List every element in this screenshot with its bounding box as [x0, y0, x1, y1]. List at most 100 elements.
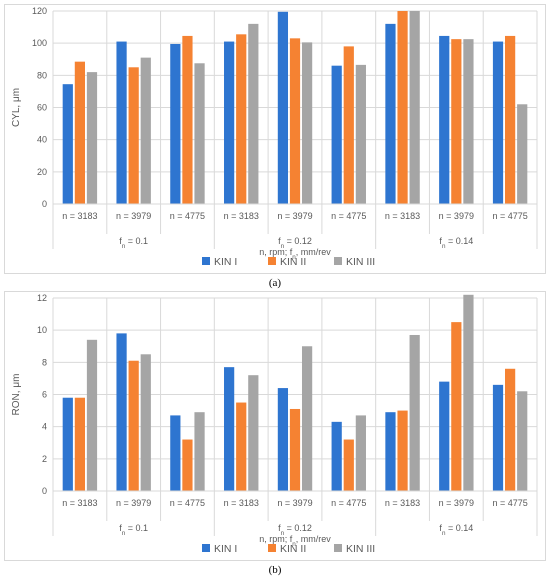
bar-kin-iii: [140, 57, 151, 205]
x-category-label: n = 3183: [224, 498, 259, 508]
x-category-label: n = 4775: [170, 498, 205, 508]
x-category-label: n = 3183: [224, 211, 259, 221]
bar-kin-iii: [517, 391, 528, 491]
bar-kin-ii: [343, 439, 354, 491]
x-group-label: fn = 0.14: [439, 236, 473, 250]
bar-kin-i: [331, 421, 342, 491]
bar-kin-iii: [86, 339, 98, 491]
bar-kin-ii: [74, 61, 85, 204]
bar-kin-iii: [355, 415, 366, 491]
bar-kin-iii: [517, 104, 528, 204]
bar-kin-iii: [86, 72, 98, 204]
legend-label: KIN III: [346, 256, 375, 268]
x-category-label: n = 3183: [385, 211, 420, 221]
bar-kin-i: [385, 412, 396, 491]
bar-kin-i: [170, 415, 181, 491]
x-category-label: n = 4775: [331, 498, 366, 508]
bar-kin-ii: [236, 34, 247, 204]
bar-kin-i: [277, 11, 289, 204]
y-axis-title: RON, μm: [11, 374, 22, 416]
x-category-label: n = 3979: [277, 211, 312, 221]
bar-kin-iii: [194, 412, 205, 491]
y-tick-label: 4: [42, 422, 47, 432]
x-category-label: n = 4775: [492, 211, 527, 221]
x-category-label: n = 3979: [277, 498, 312, 508]
bar-kin-ii: [289, 38, 301, 204]
y-tick-label: 40: [37, 135, 47, 145]
bar-kin-i: [116, 333, 127, 491]
bar-kin-ii: [236, 402, 247, 491]
x-category-label: n = 3979: [439, 498, 474, 508]
x-category-label: n = 3183: [62, 498, 97, 508]
bar-kin-ii: [451, 39, 462, 205]
bar-kin-i: [492, 384, 504, 491]
chart-panel-b: 0 2 4 6 8 10 12 n = 3183 n = 3979 n = 4775 n = 318…: [4, 291, 546, 561]
legend-swatch-kin-i: [202, 257, 210, 265]
bar-kin-ii: [397, 11, 408, 204]
legend-swatch-kin-ii: [268, 544, 276, 552]
x-group-label: fn = 0.14: [439, 523, 473, 537]
legend-swatch-kin-iii: [334, 257, 342, 265]
bar-kin-i: [170, 43, 181, 205]
bar-kin-ii: [289, 408, 301, 491]
y-tick-label: 0: [42, 486, 47, 496]
chart-panel-a: 0 20 40 60 80 100 120 n = 3183 n = 3979 n = 4775 n…: [4, 4, 546, 274]
x-category-label: n = 4775: [331, 211, 366, 221]
bar-kin-ii: [505, 35, 516, 204]
bar-kin-iii: [463, 294, 474, 491]
x-category-label: n = 3979: [116, 211, 151, 221]
y-tick-label: 20: [37, 167, 47, 177]
bar-kin-i: [492, 41, 504, 204]
legend-label: KIN I: [214, 543, 237, 555]
legend-label: KIN I: [214, 256, 237, 268]
bar-kin-i: [439, 381, 450, 491]
bar-kin-ii: [128, 360, 139, 491]
bar-kin-iii: [409, 11, 420, 204]
bar-kin-ii: [397, 410, 408, 491]
bar-kin-ii: [74, 397, 85, 491]
x-category-label: n = 3979: [116, 498, 151, 508]
bar-kin-iii: [248, 375, 259, 491]
bar-kin-iii: [301, 346, 313, 491]
y-tick-label: 80: [37, 70, 47, 80]
y-tick-label: 6: [42, 390, 47, 400]
bar-kin-ii: [182, 439, 193, 491]
bar-kin-ii: [451, 322, 462, 491]
bar-kin-i: [385, 23, 396, 204]
bar-kin-i: [224, 41, 235, 204]
bar-kin-ii: [343, 46, 354, 205]
caption-a: (a): [268, 277, 282, 289]
bar-kin-i: [116, 41, 127, 204]
legend-swatch-kin-iii: [334, 544, 342, 552]
chart-a-svg: 0 20 40 60 80 100 120 n = 3183 n = 3979 n = 4775 n…: [11, 6, 538, 268]
y-tick-label: 12: [37, 293, 47, 303]
bar-kin-ii: [128, 67, 139, 204]
x-category-label: n = 4775: [170, 211, 205, 221]
legend-label: KIN II: [280, 543, 306, 555]
x-category-label: n = 3183: [62, 211, 97, 221]
y-tick-label: 0: [42, 199, 47, 209]
bar-kin-i: [62, 397, 73, 491]
bar-kin-i: [224, 367, 235, 491]
bar-kin-iii: [463, 39, 474, 205]
legend-label: KIN II: [280, 256, 306, 268]
x-category-label: n = 3183: [385, 498, 420, 508]
legend-label: KIN III: [346, 543, 375, 555]
bar-kin-i: [331, 65, 342, 204]
x-category-label: n = 4775: [492, 498, 527, 508]
legend-swatch-kin-ii: [268, 257, 276, 265]
y-tick-label: 120: [32, 6, 47, 16]
y-tick-label: 2: [42, 454, 47, 464]
caption-b: (b): [268, 564, 282, 576]
bar-kin-iii: [194, 63, 205, 205]
x-group-label: fn = 0.1: [119, 236, 148, 250]
y-tick-label: 100: [32, 38, 47, 48]
x-group-label: fn = 0.1: [119, 523, 148, 537]
legend-swatch-kin-i: [202, 544, 210, 552]
y-tick-label: 8: [42, 357, 47, 367]
bar-kin-ii: [505, 368, 516, 491]
bar-kin-ii: [182, 35, 193, 204]
bar-kin-i: [62, 84, 73, 204]
chart-b-svg: 0 2 4 6 8 10 12 n = 3183 n = 3979 n = 4775 n = 318…: [11, 293, 538, 555]
bar-kin-iii: [248, 23, 259, 204]
